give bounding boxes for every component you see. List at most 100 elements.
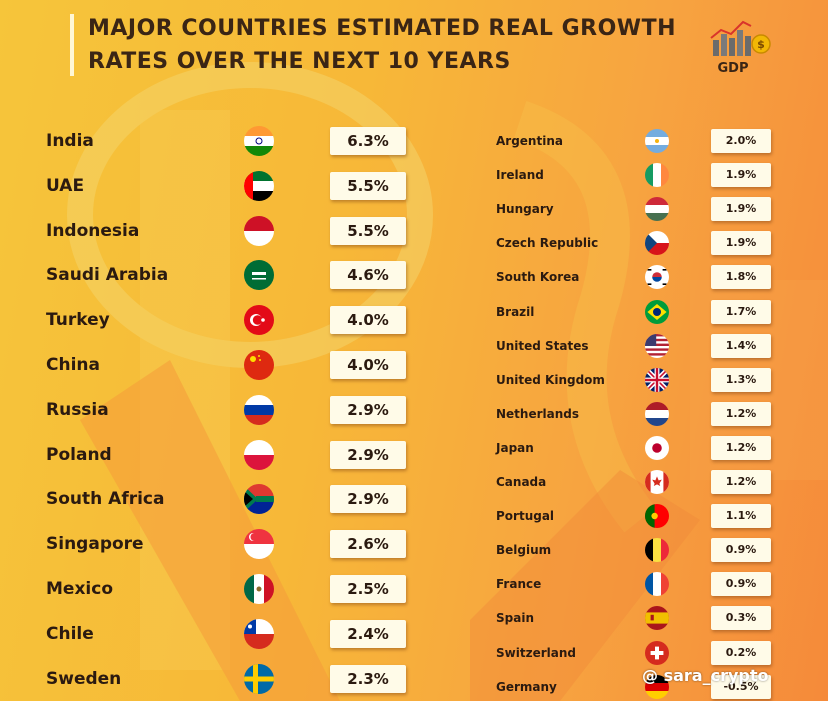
country-name: Turkey: [46, 310, 110, 331]
country-name: India: [46, 131, 94, 151]
czech-flag-icon: [645, 231, 669, 256]
india-flag-icon: [244, 126, 274, 156]
growth-value: 0.3%: [711, 606, 771, 631]
korea-flag-icon: [645, 265, 669, 290]
watermark: @ sara_crypto: [642, 666, 769, 685]
growth-value: 6.3%: [330, 127, 406, 155]
chile-flag-icon: [244, 618, 274, 649]
growth-value: 0.9%: [711, 538, 771, 563]
portugal-flag-icon: [645, 504, 669, 529]
saudi-flag-icon: [244, 260, 274, 291]
chart-title: MAJOR COUNTRIES ESTIMATED REAL GROWTH RA…: [88, 12, 688, 78]
growth-value: 2.9%: [330, 485, 406, 514]
growth-value: 2.9%: [330, 395, 406, 424]
argentina-flag-icon: [645, 129, 669, 153]
country-name: Belgium: [496, 543, 552, 558]
growth-value: 1.7%: [711, 299, 771, 324]
gdp-chart-icon: $: [710, 20, 771, 56]
country-name: Saudi Arabia: [46, 265, 169, 286]
france-flag-icon: [645, 572, 669, 597]
spain-flag-icon: [645, 606, 669, 631]
country-name: China: [46, 355, 100, 375]
country-name: Czech Republic: [496, 236, 599, 251]
country-name: South Africa: [46, 489, 165, 510]
mexico-flag-icon: [244, 574, 274, 604]
growth-value: 4.6%: [330, 261, 406, 290]
country-name: United Kingdom: [496, 372, 605, 387]
country-name: Portugal: [496, 509, 555, 524]
country-name: Sweden: [46, 668, 122, 689]
country-name: Germany: [496, 679, 557, 694]
growth-value: 1.2%: [711, 435, 771, 460]
growth-value: 2.9%: [330, 440, 406, 469]
country-name: Spain: [496, 611, 534, 626]
gdp-logo: $ GDP: [705, 18, 775, 76]
belgium-flag-icon: [645, 538, 669, 563]
canada-flag-icon: [645, 470, 669, 494]
growth-value: 2.0%: [711, 129, 771, 153]
growth-value: 4.0%: [330, 306, 406, 335]
country-name: Canada: [496, 475, 547, 489]
turkey-flag-icon: [244, 305, 274, 336]
country-name: Hungary: [496, 202, 554, 217]
growth-value: 1.8%: [711, 265, 771, 290]
gdp-logo-text: GDP: [717, 61, 749, 76]
indonesia-flag-icon: [244, 215, 274, 246]
southafrica-flag-icon: [244, 484, 274, 515]
growth-value: 1.1%: [711, 504, 771, 529]
growth-value: 1.2%: [711, 470, 771, 494]
growth-value: 5.5%: [330, 171, 406, 200]
growth-value: 2.6%: [330, 530, 406, 559]
country-name: Ireland: [496, 168, 544, 183]
growth-value: 1.4%: [711, 333, 771, 358]
russia-flag-icon: [244, 394, 274, 425]
growth-value: 1.9%: [711, 163, 771, 188]
growth-value: 1.9%: [711, 197, 771, 222]
growth-value: 5.5%: [330, 216, 406, 245]
growth-value: 2.3%: [330, 664, 406, 693]
growth-value: -0.5%: [711, 674, 771, 699]
country-name: Switzerland: [496, 645, 576, 660]
china-flag-icon: [244, 350, 274, 380]
country-name: Poland: [46, 444, 112, 465]
country-name: Chile: [46, 623, 94, 644]
country-name: Mexico: [46, 579, 113, 599]
netherlands-flag-icon: [645, 401, 669, 426]
country-name: Brazil: [496, 304, 535, 319]
ireland-flag-icon: [645, 163, 669, 188]
switzerland-flag-icon: [645, 640, 669, 665]
title-accent-bar: [70, 14, 74, 76]
uae-flag-icon: [244, 170, 274, 201]
country-name: Netherlands: [496, 406, 580, 421]
growth-value: 1.9%: [711, 231, 771, 256]
country-name: UAE: [46, 175, 85, 196]
japan-flag-icon: [645, 435, 669, 460]
hungary-flag-icon: [645, 197, 669, 222]
growth-value: 4.0%: [330, 351, 406, 379]
growth-value: 0.2%: [711, 640, 771, 665]
poland-flag-icon: [244, 439, 274, 470]
title-line-2: RATES OVER THE NEXT 10 YEARS: [88, 49, 511, 74]
growth-value: 0.9%: [711, 572, 771, 597]
country-name: France: [496, 577, 542, 592]
country-name: South Korea: [496, 270, 580, 285]
country-name: Argentina: [496, 134, 563, 148]
country-name: Japan: [496, 440, 534, 455]
germany-flag-icon: [645, 674, 669, 699]
growth-value: 1.3%: [711, 367, 771, 392]
sweden-flag-icon: [244, 663, 274, 694]
usa-flag-icon: [645, 333, 669, 358]
singapore-flag-icon: [244, 529, 274, 560]
country-name: Indonesia: [46, 220, 140, 241]
growth-value: 2.4%: [330, 619, 406, 648]
svg-text:$: $: [757, 38, 765, 51]
uk-flag-icon: [645, 367, 669, 392]
country-name: Russia: [46, 399, 109, 420]
title-line-1: MAJOR COUNTRIES ESTIMATED REAL GROWTH: [88, 16, 676, 41]
brazil-flag-icon: [645, 299, 669, 324]
country-name: United States: [496, 338, 589, 353]
country-name: Singapore: [46, 534, 144, 555]
growth-value: 2.5%: [330, 575, 406, 603]
